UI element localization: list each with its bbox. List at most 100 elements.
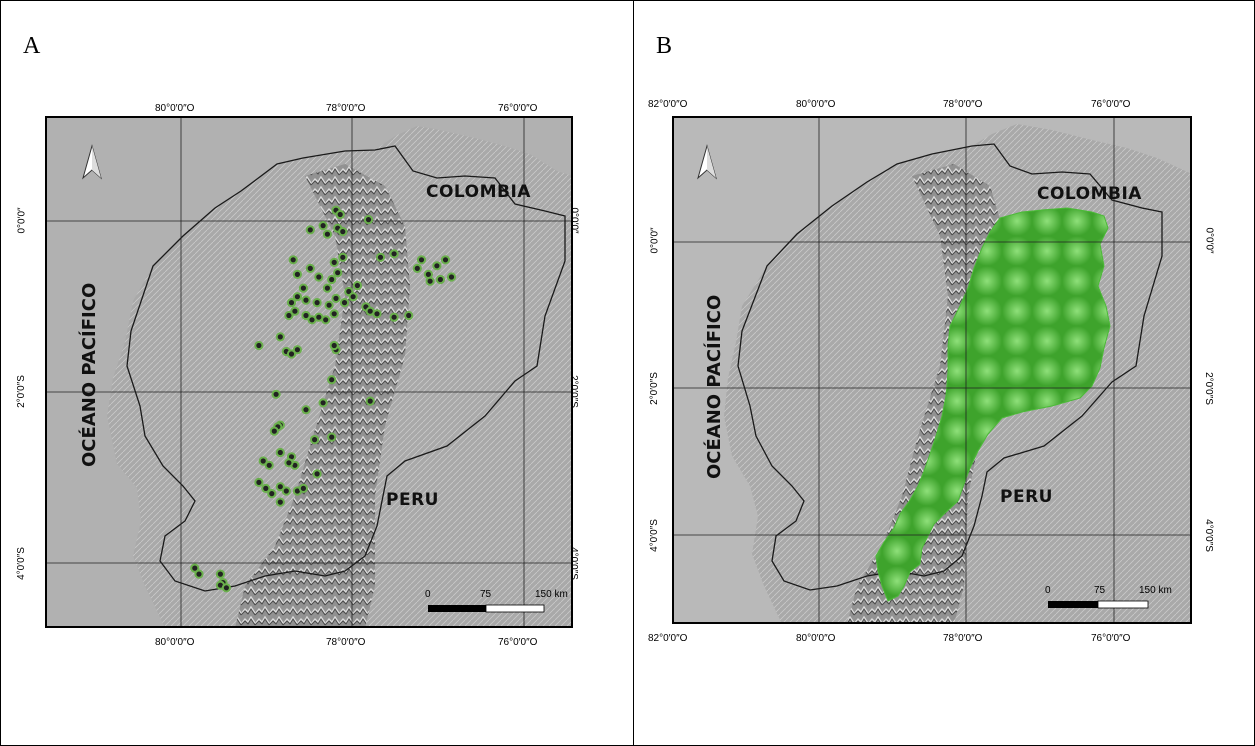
occurrence-point	[269, 426, 279, 436]
occurrence-point	[305, 225, 315, 235]
occurrence-points	[190, 205, 457, 593]
occurrence-point	[348, 292, 358, 302]
occurrence-point	[314, 272, 324, 282]
bottom-tick-label: 76°0′0″O	[1091, 633, 1131, 644]
bottom-tick-label: 76°0′0″O	[498, 637, 538, 648]
occurrence-point	[389, 312, 399, 322]
left-tick-label: 0°0′0″	[16, 207, 28, 234]
occurrence-point	[290, 306, 300, 316]
occurrence-point	[327, 375, 337, 385]
occurrence-point	[305, 263, 315, 273]
distribution-area	[875, 207, 1111, 602]
occurrence-point	[435, 274, 445, 285]
top-tick-label: 80°0′0″O	[155, 103, 195, 114]
occurrence-point	[318, 221, 328, 231]
occurrence-point	[275, 332, 285, 342]
occurrence-point	[221, 583, 231, 593]
occurrence-point	[372, 309, 382, 319]
occurrence-point	[329, 309, 339, 319]
top-tick-label: 82°0′0″O	[648, 99, 688, 110]
left-tick-label: 2°0′0″S	[15, 375, 27, 408]
occurrence-point	[338, 227, 348, 237]
bottom-tick-label: 78°0′0″O	[326, 637, 366, 648]
scale-label: 150 km	[535, 589, 568, 600]
occurrence-point	[335, 209, 345, 220]
occurrence-point	[267, 489, 277, 499]
right-tick-label: 4°0′0″S	[1202, 519, 1214, 552]
occurrence-point	[329, 257, 339, 267]
occurrence-point	[292, 269, 302, 279]
occurrence-point	[322, 283, 332, 293]
occurrence-point	[190, 563, 200, 573]
left-tick-label: 4°0′0″S	[648, 519, 660, 552]
country-label-peru: PERU	[386, 490, 439, 510]
occurrence-point	[258, 456, 268, 466]
top-tick-label: 78°0′0″O	[943, 99, 983, 110]
occurrence-point	[264, 460, 274, 470]
occurrence-point	[365, 396, 375, 406]
scale-label: 75	[1094, 585, 1106, 596]
map-frame	[672, 116, 1192, 624]
occurrence-point	[286, 298, 297, 308]
bottom-tick-label: 78°0′0″O	[943, 633, 983, 644]
occurrence-point	[339, 298, 350, 308]
occurrence-point	[254, 477, 264, 487]
panel-a: A 80°0′0″O 78°0′0″O 76°0′0″O 80°0′0″O 78…	[0, 0, 634, 746]
occurrence-point	[389, 249, 399, 259]
occurrence-point	[284, 458, 294, 468]
top-tick-label: 78°0′0″O	[326, 103, 366, 114]
occurrence-point	[271, 389, 281, 399]
country-label-peru: PERU	[1000, 487, 1053, 507]
panel-label: B	[656, 33, 673, 59]
occurrence-point	[321, 315, 331, 325]
occurrence-point	[324, 300, 334, 310]
top-tick-label: 80°0′0″O	[796, 99, 836, 110]
occurrence-point	[327, 432, 337, 442]
country-label-colombia: COLOMBIA	[426, 182, 531, 202]
andes-relief	[235, 164, 410, 628]
occurrence-point	[288, 255, 298, 265]
occurrence-point	[333, 268, 343, 278]
occurrence-point	[194, 569, 204, 579]
occurrence-point	[310, 435, 320, 445]
occurrence-point	[254, 340, 264, 351]
scale-bar	[428, 604, 545, 613]
occurrence-point	[261, 483, 271, 493]
graticule	[672, 116, 1192, 624]
right-tick-label: 0°0′0″	[1203, 227, 1215, 254]
occurrence-point	[301, 310, 311, 321]
scale-label: 75	[480, 589, 492, 600]
occurrence-point	[312, 298, 322, 308]
scale-bar	[1048, 600, 1149, 609]
country-label-colombia: COLOMBIA	[1037, 184, 1142, 204]
occurrence-point	[331, 293, 341, 303]
bottom-tick-label: 82°0′0″O	[648, 633, 688, 644]
occurrence-point	[312, 469, 322, 479]
scale-label: 0	[425, 589, 431, 600]
panel-b: B 82°0′0″O 80°0′0″O 78°0′0″O 76°0′0″O 82…	[633, 0, 1255, 746]
occurrence-point	[275, 482, 285, 492]
occurrence-point	[298, 483, 308, 493]
ocean-label: OCÉANO PACÍFICO	[704, 294, 725, 479]
occurrence-point	[416, 255, 427, 265]
ecuador-border	[126, 145, 566, 592]
bottom-tick-label: 80°0′0″O	[155, 637, 195, 648]
occurrence-point	[425, 276, 435, 286]
occurrence-point	[322, 229, 332, 239]
occurrence-point	[329, 340, 339, 351]
occurrence-point	[301, 405, 311, 415]
left-tick-label: 2°0′0″S	[648, 372, 660, 405]
occurrence-point	[275, 447, 285, 458]
occurrence-point	[281, 486, 291, 496]
occurrence-point	[286, 349, 297, 359]
north-arrow-icon	[82, 144, 102, 180]
occurrence-point	[375, 252, 386, 262]
ocean-label: OCÉANO PACÍFICO	[79, 282, 100, 467]
occurrence-point	[292, 292, 302, 302]
occurrence-point	[275, 497, 285, 507]
occurrence-point	[301, 295, 311, 305]
occurrence-point	[404, 310, 414, 321]
left-tick-label: 4°0′0″S	[15, 547, 27, 580]
occurrence-point	[215, 569, 225, 579]
scale-label: 150 km	[1139, 585, 1172, 596]
